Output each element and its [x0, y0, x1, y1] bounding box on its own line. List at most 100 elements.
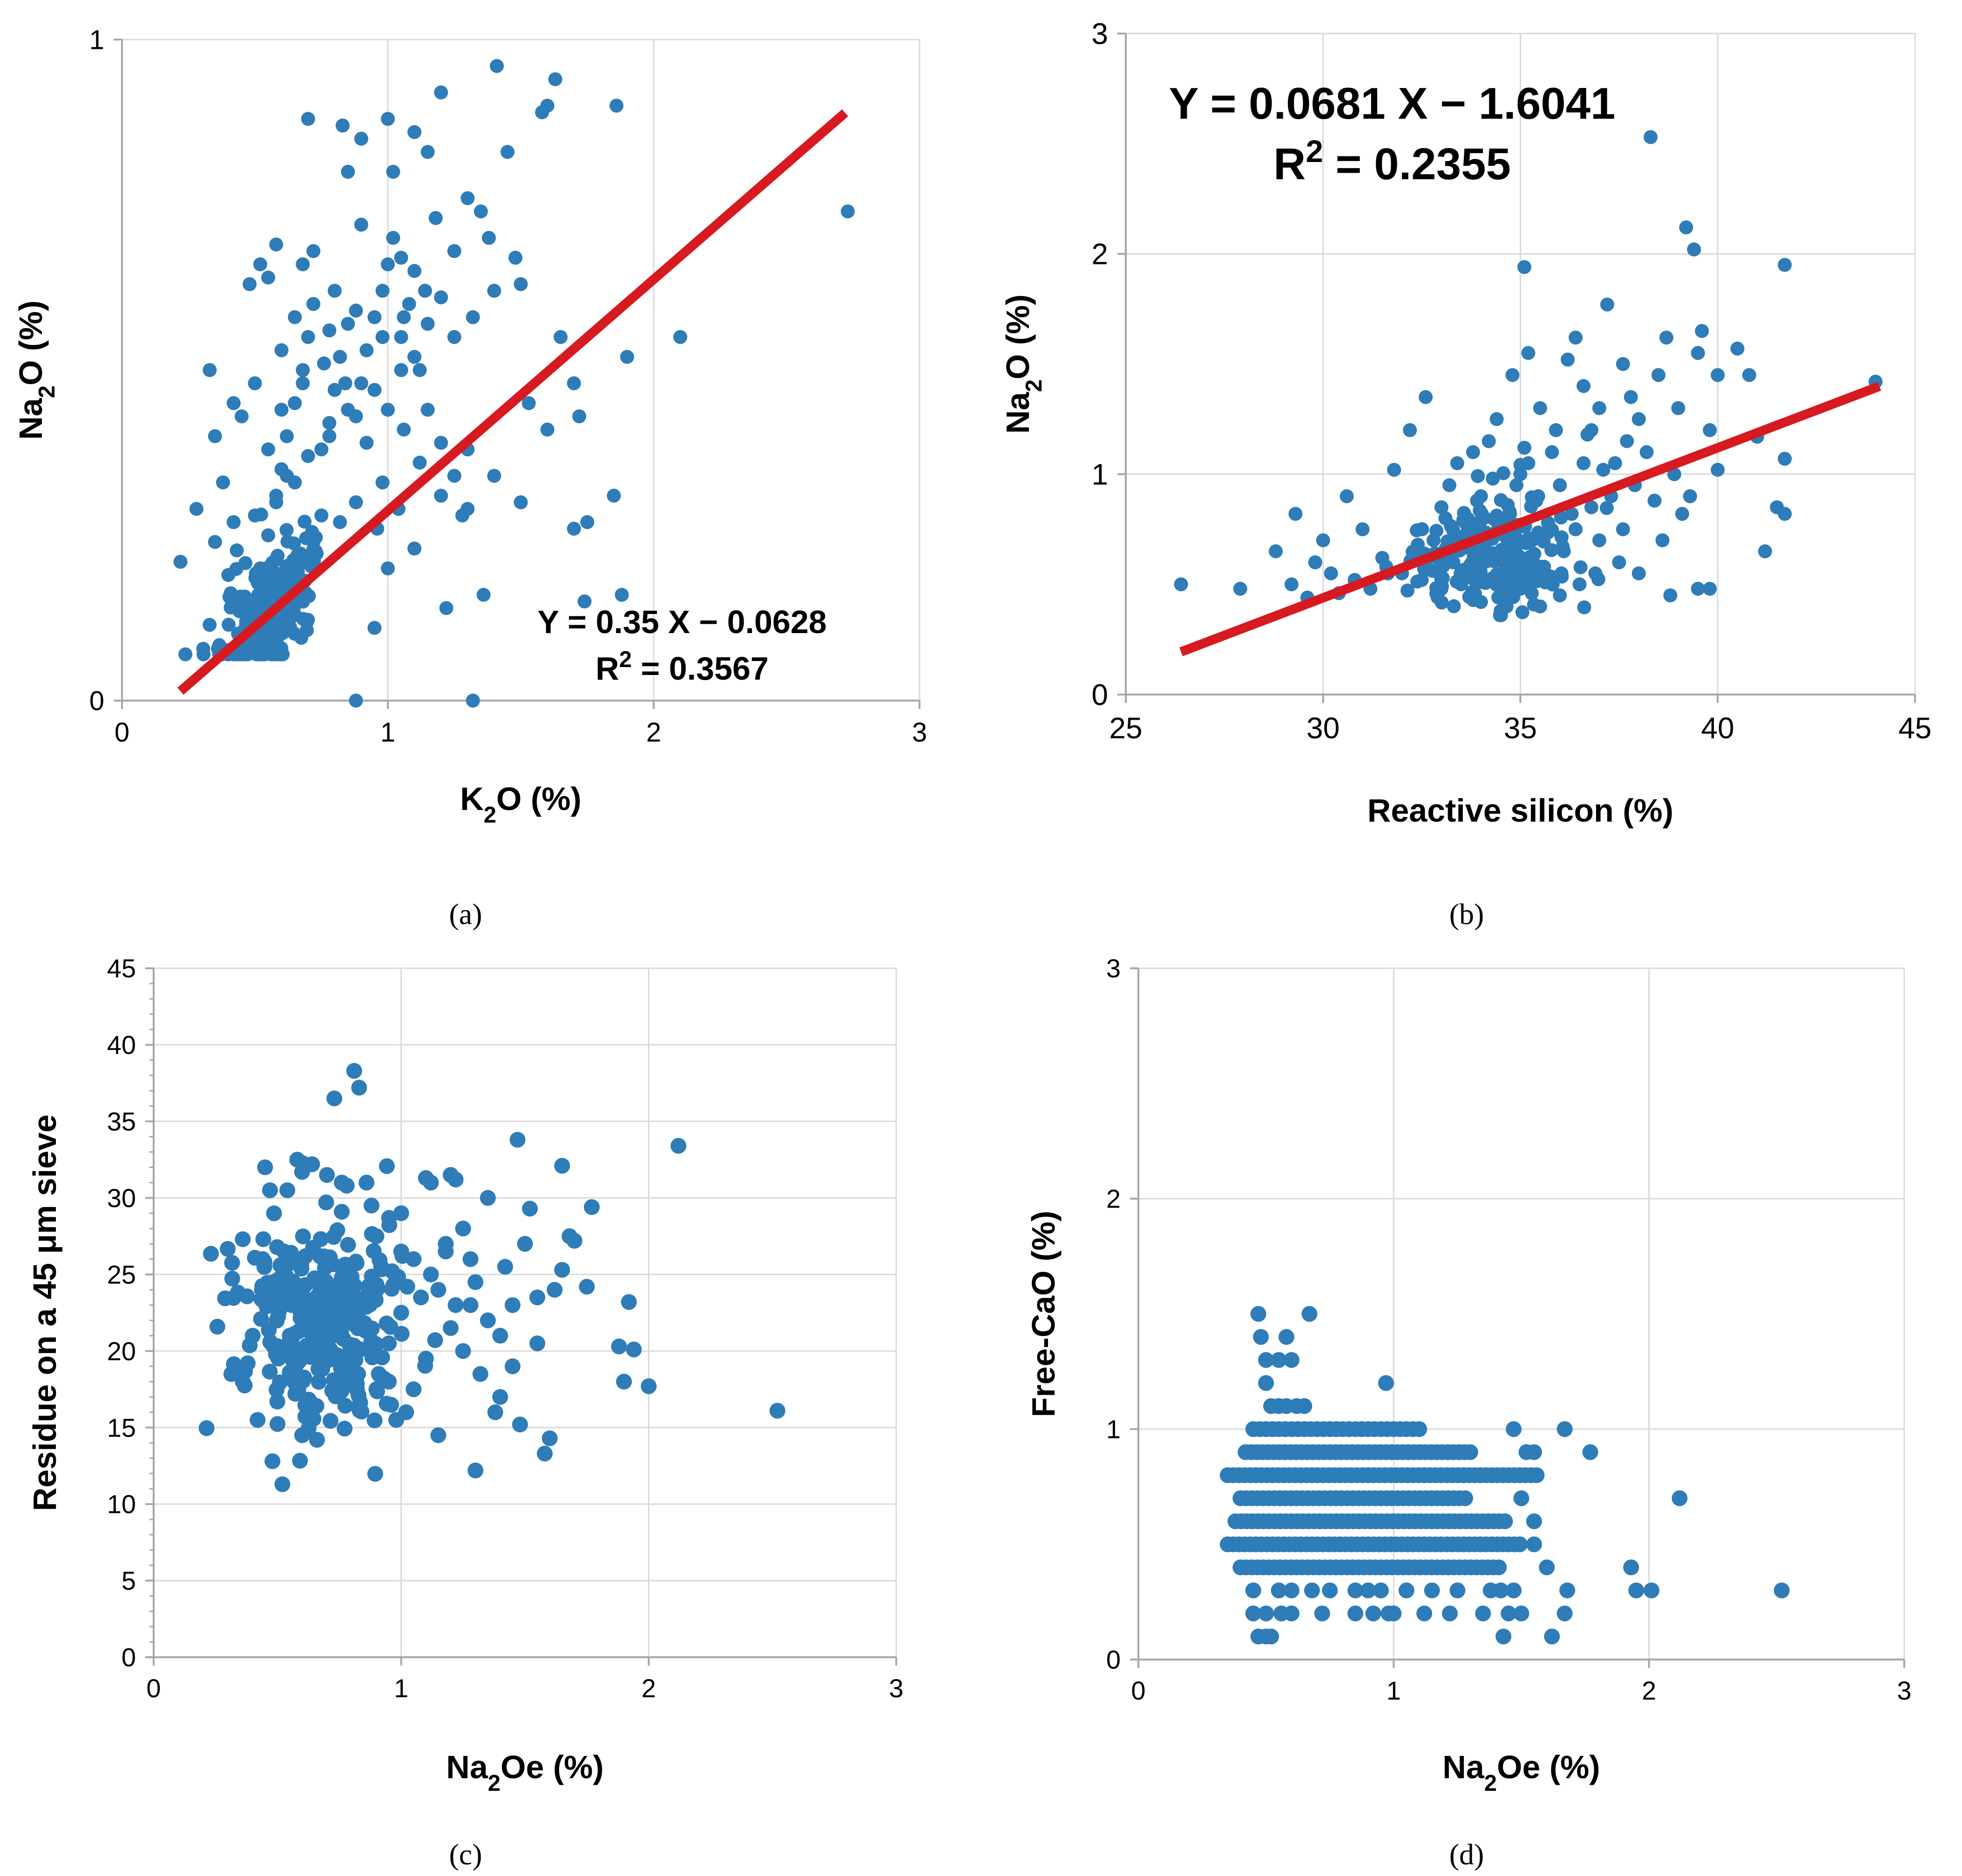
scatter-point	[540, 422, 555, 437]
scatter-point	[1447, 599, 1461, 614]
scatter-point	[1284, 1582, 1299, 1599]
scatter-point	[269, 237, 284, 252]
scatter-point	[1446, 555, 1461, 569]
x-tick-label: 1	[380, 717, 395, 748]
x-tick-label: 1	[1387, 1676, 1401, 1705]
scatter-point	[1647, 493, 1662, 508]
scatter-point	[1434, 500, 1448, 514]
y-tick-label: 1	[89, 25, 104, 55]
y-tick-label: 1	[1091, 458, 1108, 491]
scatter-point	[359, 343, 374, 358]
scatter-point	[349, 495, 363, 509]
scatter-point	[333, 515, 347, 529]
y-axis-label: Residue on a 45 μm sieve	[27, 1114, 63, 1511]
scatter-point	[420, 317, 435, 331]
scatter-point	[1373, 1582, 1389, 1599]
scatter-point	[1258, 1352, 1274, 1368]
scatter-point	[375, 475, 390, 490]
x-axis-label: K2O (%)	[460, 781, 582, 828]
scatter-point	[208, 429, 222, 443]
scatter-point	[1471, 469, 1485, 483]
scatter-point	[256, 1259, 272, 1275]
scatter-point	[1544, 1628, 1560, 1645]
scatter-point	[1592, 401, 1606, 415]
scatter-point	[1569, 331, 1583, 345]
scatter-point	[349, 304, 363, 318]
scatter-point	[1449, 1582, 1466, 1599]
scatter-point	[434, 290, 448, 304]
scatter-point	[288, 1378, 304, 1394]
y-tick-label: 35	[107, 1107, 136, 1136]
scatter-point	[1639, 445, 1654, 459]
scatter-point	[1174, 577, 1188, 592]
scatter-point	[279, 1182, 296, 1198]
scatter-point	[1628, 1582, 1644, 1599]
scatter-point	[294, 631, 308, 645]
scatter-point	[480, 1190, 496, 1206]
scatter-point	[343, 1302, 359, 1319]
scatter-point	[266, 1205, 282, 1221]
scatter-point	[364, 1349, 380, 1365]
scatter-point	[641, 1378, 657, 1394]
x-tick-label: 0	[146, 1674, 161, 1703]
scatter-point	[1584, 500, 1598, 514]
x-tick-label: 2	[646, 717, 661, 748]
scatter-point	[1284, 577, 1299, 592]
scatter-point	[226, 396, 241, 410]
x-tick-label: 2	[642, 1674, 656, 1703]
scatter-point	[1513, 467, 1528, 481]
scatter-point	[329, 1299, 345, 1315]
scatter-point	[269, 1312, 285, 1329]
scatter-point	[397, 422, 411, 437]
scatter-point	[379, 1315, 395, 1331]
scatter-point	[1365, 1606, 1381, 1621]
scatter-point	[248, 376, 262, 391]
scatter-point	[504, 1358, 521, 1375]
scatter-point	[567, 521, 581, 536]
scatter-point	[584, 1199, 600, 1215]
scatter-point	[1258, 1375, 1274, 1391]
x-tick-label: 1	[394, 1674, 408, 1703]
scatter-point	[1494, 604, 1508, 618]
y-tick-label: 0	[122, 1643, 136, 1672]
scatter-point	[673, 330, 688, 344]
scatter-point	[379, 1158, 395, 1174]
scatter-point	[1340, 489, 1354, 503]
scatter-point	[196, 647, 211, 661]
scatter-point	[1474, 595, 1488, 609]
scatter-point	[353, 1404, 370, 1420]
scatter-point	[554, 330, 568, 344]
scatter-point	[264, 1453, 281, 1469]
scatter-point	[314, 508, 329, 523]
scatter-point	[1512, 1536, 1528, 1552]
scatter-point	[327, 283, 342, 298]
scatter-point	[1631, 412, 1646, 426]
scatter-point	[1561, 352, 1575, 367]
scatter-point	[1703, 581, 1717, 596]
scatter-point	[1475, 1606, 1491, 1621]
scatter-point	[1659, 331, 1674, 345]
scatter-point	[312, 1279, 328, 1296]
scatter-point	[572, 409, 587, 424]
scatter-point	[1549, 423, 1563, 437]
scatter-point	[359, 1174, 375, 1191]
scatter-point	[1489, 508, 1504, 523]
scatter-point	[394, 330, 408, 344]
scatter-point	[235, 647, 249, 661]
scatter-point	[301, 449, 315, 463]
scatter-point	[367, 621, 382, 635]
scatter-point	[274, 1476, 291, 1492]
scatter-point	[420, 145, 435, 159]
scatter-point	[264, 576, 278, 590]
scatter-point	[178, 647, 193, 661]
scatter-point	[309, 1432, 325, 1448]
scatter-point	[443, 1320, 459, 1336]
x-tick-label: 25	[1109, 711, 1142, 745]
scatter-point	[462, 1297, 479, 1313]
scatter-point	[1504, 555, 1519, 569]
y-axis-label: Na2O (%)	[1000, 294, 1047, 434]
scatter-point	[1577, 600, 1591, 614]
scatter-point	[346, 1063, 362, 1079]
scatter-point	[280, 429, 294, 443]
